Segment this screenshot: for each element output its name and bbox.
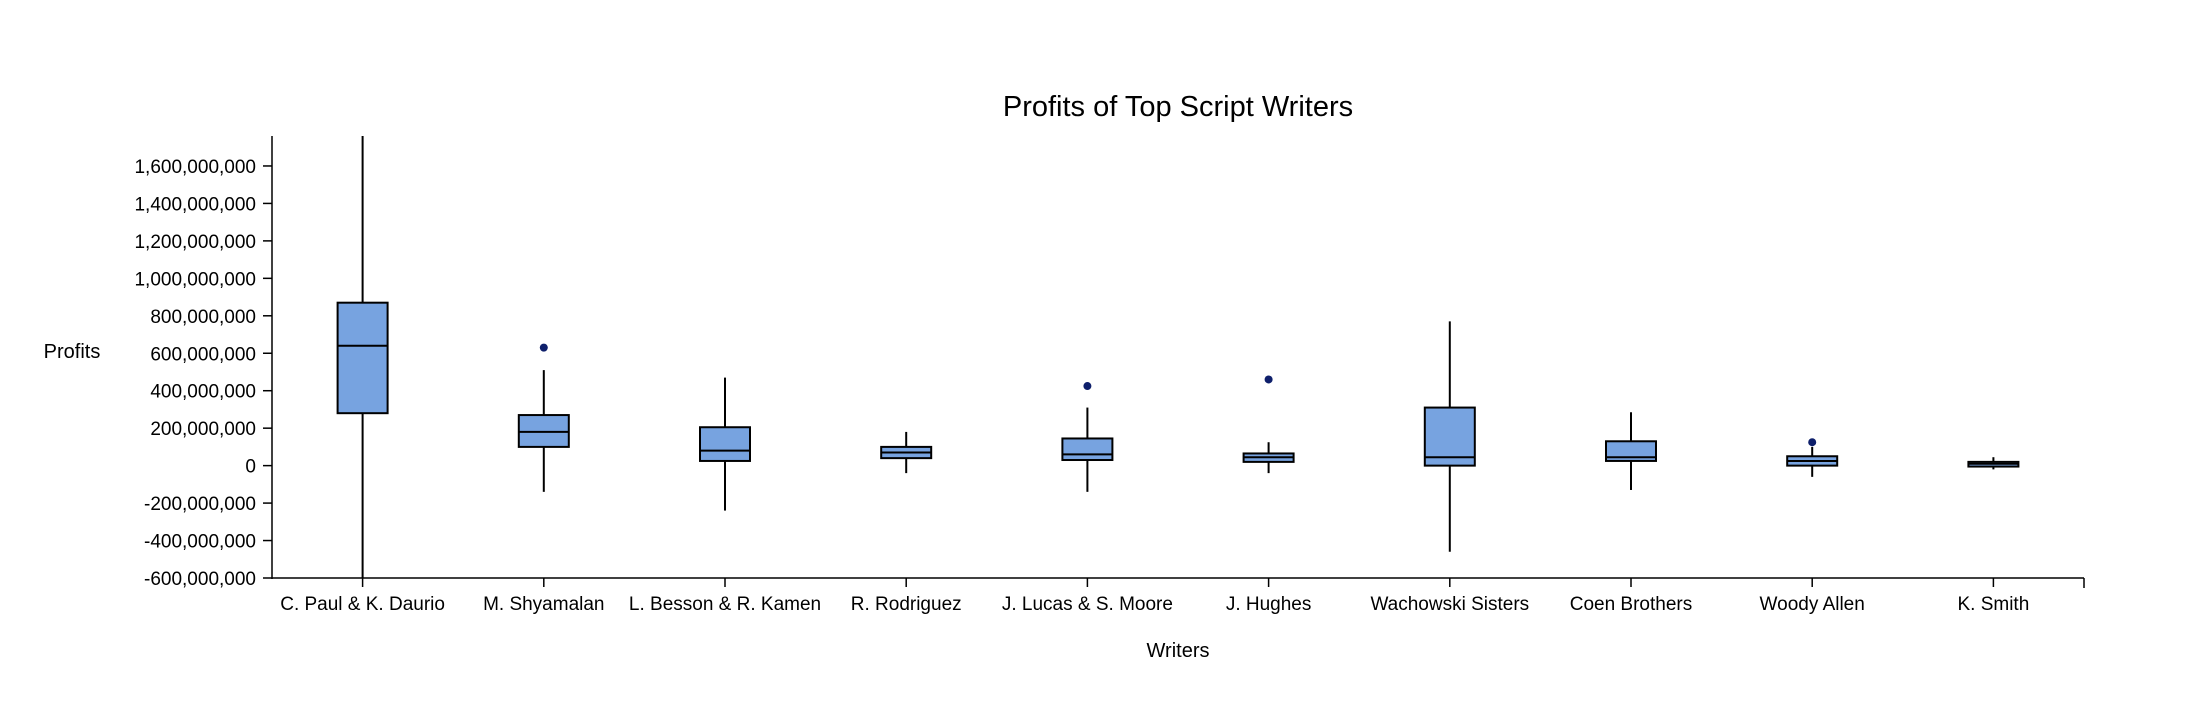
box — [336, 301, 389, 415]
plot-area — [336, 136, 2020, 578]
x-tick-label: J. Lucas & S. Moore — [1002, 594, 1173, 615]
outlier-point — [1083, 382, 1092, 391]
box-group — [517, 343, 570, 492]
box — [1061, 437, 1114, 462]
x-tick-label: C. Paul & K. Daurio — [280, 594, 445, 615]
y-tick-label: 1,000,000,000 — [134, 269, 256, 290]
y-tick-label: 1,600,000,000 — [134, 157, 256, 178]
x-tick-label: K. Smith — [1957, 594, 2029, 615]
box-group — [1423, 321, 1476, 552]
y-tick-label: 400,000,000 — [150, 382, 256, 403]
box-group — [880, 431, 933, 474]
x-axis: C. Paul & K. Daurio M. Shyamalan L. Besson… — [272, 577, 2085, 615]
box-group — [1967, 457, 2020, 470]
y-tick-label: -200,000,000 — [144, 494, 256, 515]
box-group — [336, 136, 389, 578]
outlier-point — [1264, 375, 1273, 384]
y-tick-label: -400,000,000 — [144, 532, 256, 553]
y-axis: -600,000,000 -400,000,000 -200,000,000 0 200… — [134, 136, 273, 590]
box — [1605, 440, 1657, 462]
x-tick-label: J. Hughes — [1226, 594, 1312, 615]
box-group — [1786, 438, 1839, 477]
y-axis-label: Profits — [44, 341, 101, 363]
y-tick-label: 1,400,000,000 — [134, 194, 256, 215]
x-tick-label: Wachowski Sisters — [1370, 594, 1529, 615]
y-tick-label: -600,000,000 — [144, 569, 256, 590]
outlier-point — [539, 343, 548, 352]
y-tick-label: 0 — [245, 457, 256, 478]
x-tick-label: Woody Allen — [1760, 594, 1865, 615]
x-axis-label: Writers — [1147, 640, 1210, 662]
box — [699, 426, 751, 462]
box-group — [1605, 412, 1657, 490]
x-tick-label: L. Besson & R. Kamen — [629, 594, 821, 615]
box-group — [1242, 375, 1295, 474]
x-tick-label: R. Rodriguez — [851, 594, 962, 615]
box-group — [1061, 382, 1114, 492]
y-tick-label: 200,000,000 — [150, 419, 256, 440]
outlier-point — [1808, 438, 1817, 447]
box-group — [699, 377, 751, 511]
y-tick-label: 800,000,000 — [150, 307, 256, 328]
x-tick-label: Coen Brothers — [1570, 594, 1693, 615]
chart-title: Profits of Top Script Writers — [1003, 91, 1353, 123]
y-tick-label: 1,200,000,000 — [134, 232, 256, 253]
box — [1423, 406, 1476, 467]
y-tick-label: 600,000,000 — [150, 344, 256, 365]
x-tick-label: M. Shyamalan — [483, 594, 604, 615]
